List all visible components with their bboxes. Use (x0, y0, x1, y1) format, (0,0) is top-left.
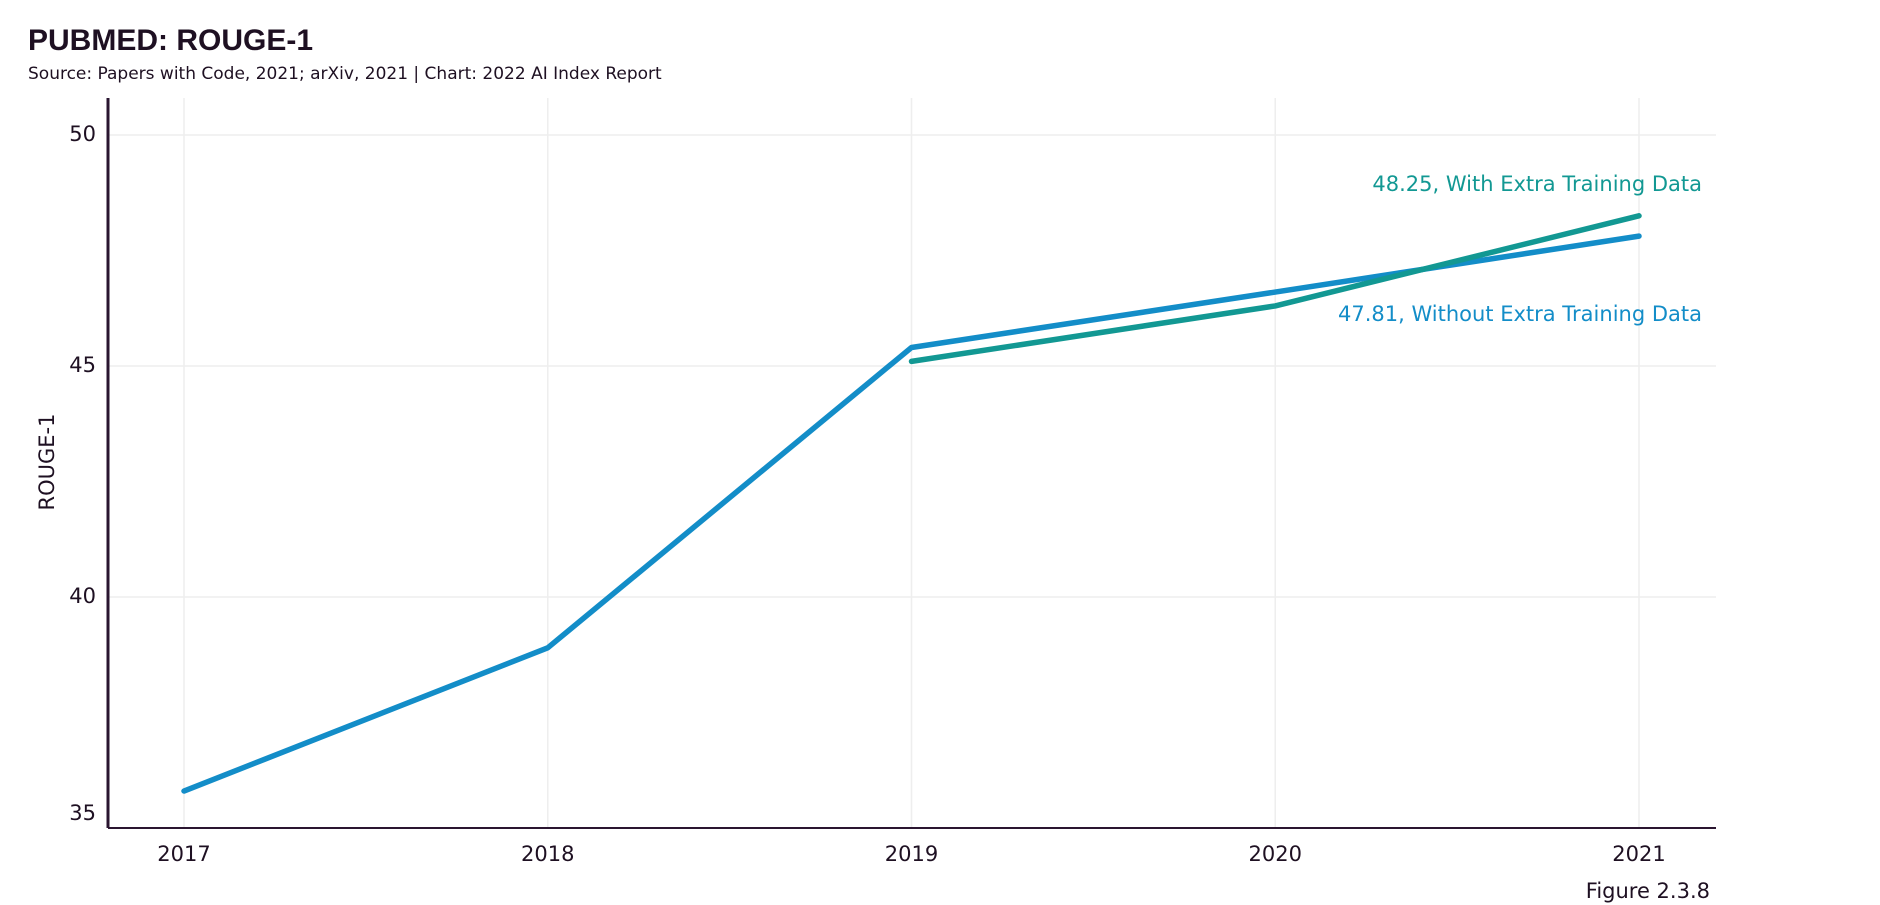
y-tick-label: 35 (69, 801, 96, 825)
y-tick-label: 50 (69, 122, 96, 146)
series-line (908, 213, 1642, 365)
x-tick-label: 2021 (1612, 842, 1665, 866)
x-tick-label: 2017 (157, 842, 210, 866)
y-axis-label: ROUGE-1 (35, 414, 59, 511)
y-tick-label: 45 (69, 353, 96, 377)
chart-subtitle: Source: Papers with Code, 2021; arXiv, 2… (28, 64, 662, 84)
x-tick-label: 2019 (885, 842, 938, 866)
x-tick-label: 2018 (521, 842, 574, 866)
value-label: 48.25, With Extra Training Data (1372, 172, 1702, 196)
figure-label: Figure 2.3.8 (1586, 879, 1710, 903)
value-label: 47.81, Without Extra Training Data (1338, 302, 1702, 326)
y-tick-label: 40 (69, 584, 96, 608)
x-tick-label: 2020 (1249, 842, 1302, 866)
chart-title: PUBMED: ROUGE-1 (28, 24, 313, 57)
